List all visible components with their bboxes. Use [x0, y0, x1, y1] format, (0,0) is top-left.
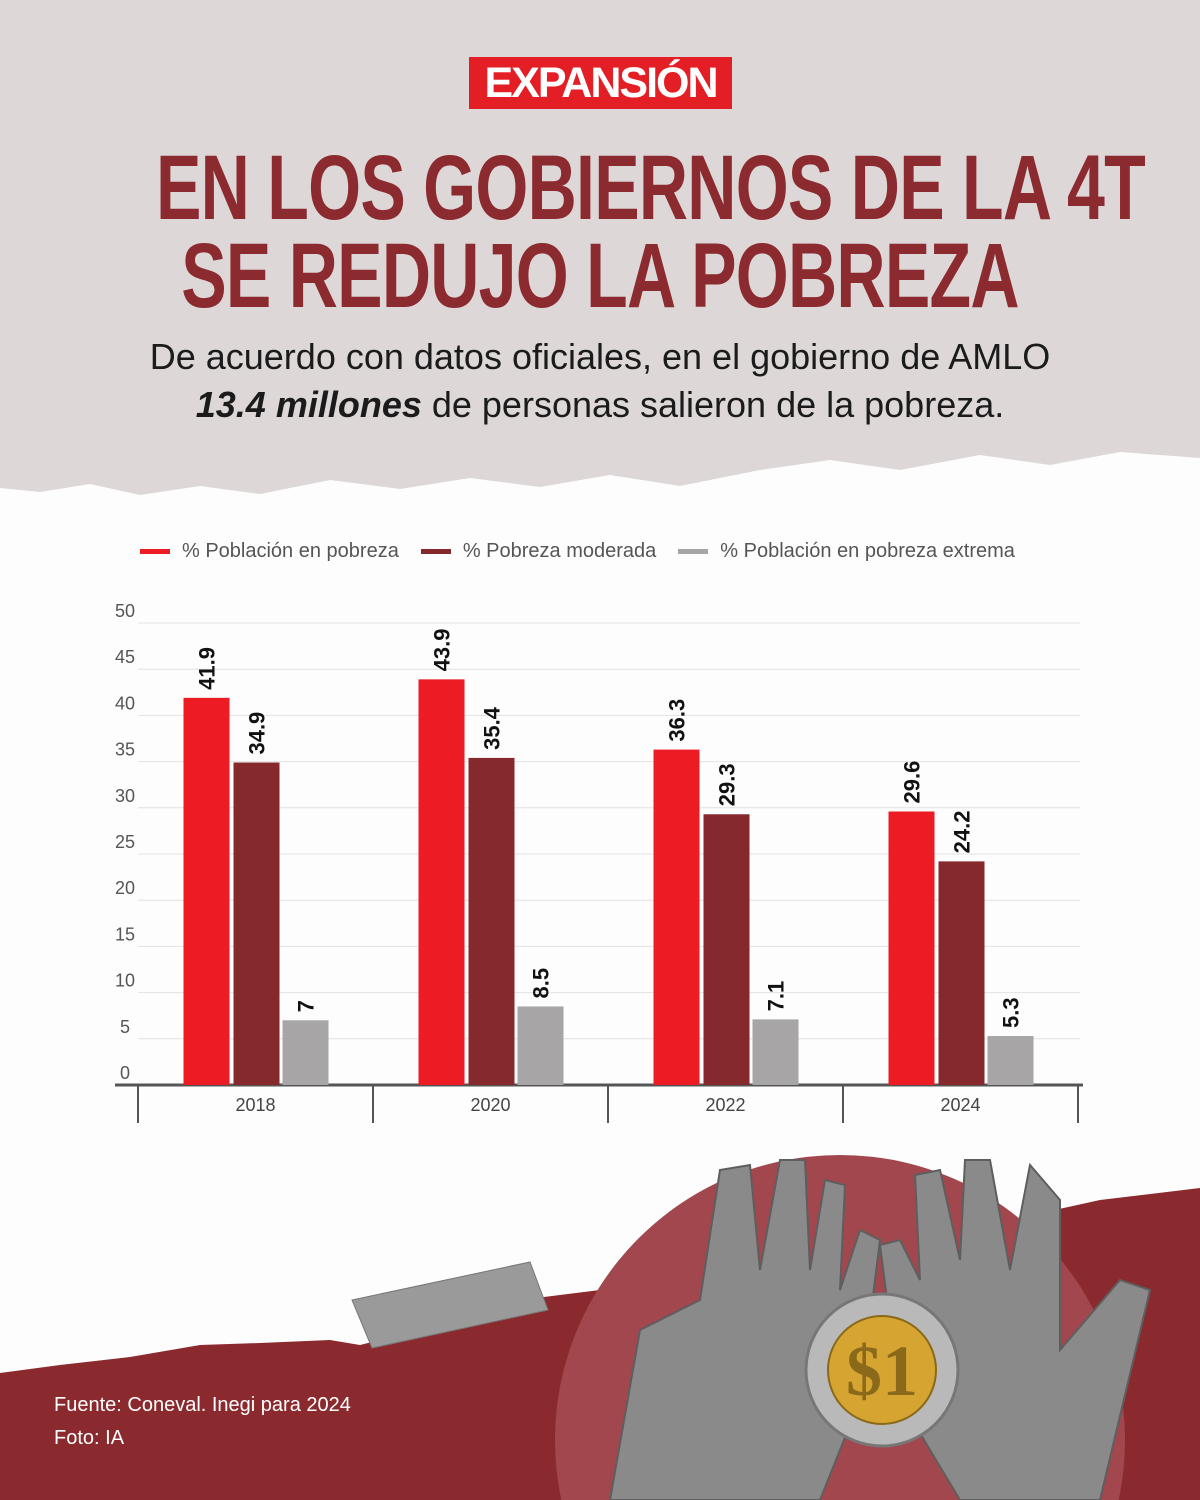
- y-tick-label: 10: [115, 971, 135, 991]
- x-tick-label: 2020: [470, 1095, 510, 1115]
- photo-credit: Foto: IA: [54, 1427, 125, 1449]
- legend-item-moderada: % Pobreza moderada: [420, 540, 657, 563]
- brand-logo: EXPANSIÓN: [469, 57, 732, 109]
- bar: [468, 757, 515, 1085]
- page-title-line1: EN LOS GOBIERNOS DE LA 4T: [156, 137, 1146, 239]
- subtitle: De acuerdo con datos oficiales, en el go…: [0, 333, 1200, 429]
- data-label: 35.4: [480, 706, 505, 750]
- data-label: 7: [294, 1000, 319, 1012]
- data-label: 24.2: [950, 811, 975, 854]
- y-tick-label: 40: [115, 693, 135, 713]
- bar: [987, 1036, 1034, 1085]
- legend-label: % Pobreza moderada: [462, 540, 657, 562]
- bar: [517, 1006, 564, 1085]
- subtitle-line1: De acuerdo con datos oficiales, en el go…: [149, 336, 1051, 377]
- y-tick-label: 5: [120, 1017, 130, 1037]
- legend-label: % Población en pobreza extrema: [720, 540, 1015, 562]
- bar: [888, 811, 935, 1085]
- page-title-line2: SE REDUJO LA POBREZA: [181, 225, 1019, 327]
- coin-icon: $1: [804, 1292, 960, 1448]
- data-label: 36.3: [665, 699, 690, 742]
- data-label: 8.5: [529, 968, 554, 999]
- x-tick-label: 2022: [705, 1095, 745, 1115]
- data-label: 41.9: [195, 647, 220, 690]
- bar: [282, 1020, 329, 1085]
- legend-label: % Población en pobreza: [182, 540, 399, 562]
- tape-decoration: [351, 1261, 549, 1349]
- bar: [703, 814, 750, 1085]
- data-label: 29.6: [900, 761, 925, 804]
- subtitle-highlight: 13.4 millones: [195, 384, 422, 425]
- bar: [418, 679, 465, 1085]
- legend-item-pobreza: % Población en pobreza: [140, 540, 399, 563]
- bar: [752, 1019, 799, 1085]
- y-tick-label: 45: [115, 647, 135, 667]
- y-tick-label: 35: [115, 740, 135, 760]
- bar: [233, 762, 280, 1085]
- y-tick-label: 20: [115, 878, 135, 898]
- legend-swatch: [420, 549, 451, 554]
- svg-text:$1: $1: [846, 1331, 918, 1411]
- y-tick-label: 50: [115, 601, 135, 621]
- y-tick-label: 0: [120, 1063, 130, 1083]
- x-tick-label: 2024: [940, 1095, 980, 1115]
- hands-illustration: [608, 1159, 1152, 1500]
- y-tick-label: 30: [115, 786, 135, 806]
- bar: [653, 749, 700, 1085]
- bar: [183, 697, 230, 1085]
- chart-legend: % Población en pobreza % Pobreza moderad…: [140, 540, 1015, 563]
- legend-swatch: [140, 549, 170, 554]
- data-label: 29.3: [715, 763, 740, 806]
- x-tick-label: 2018: [235, 1095, 275, 1115]
- subtitle-rest: de personas salieron de la pobreza.: [421, 384, 1005, 425]
- bar-chart: 0 5 10 15 20 25 30 35 40 45 50 2018 41.9 34.9 7 2020 43.…: [115, 601, 1083, 1123]
- data-label: 43.9: [430, 629, 455, 672]
- legend-swatch: [678, 549, 709, 554]
- data-label: 7.1: [764, 981, 789, 1012]
- data-label: 5.3: [999, 997, 1024, 1028]
- y-tick-label: 25: [115, 832, 135, 852]
- y-tick-label: 15: [115, 924, 135, 944]
- data-label: 34.9: [245, 712, 270, 755]
- bar: [938, 861, 985, 1085]
- legend-item-extrema: % Población en pobreza extrema: [678, 540, 1015, 563]
- source-note: Fuente: Coneval. Inegi para 2024: [54, 1394, 351, 1416]
